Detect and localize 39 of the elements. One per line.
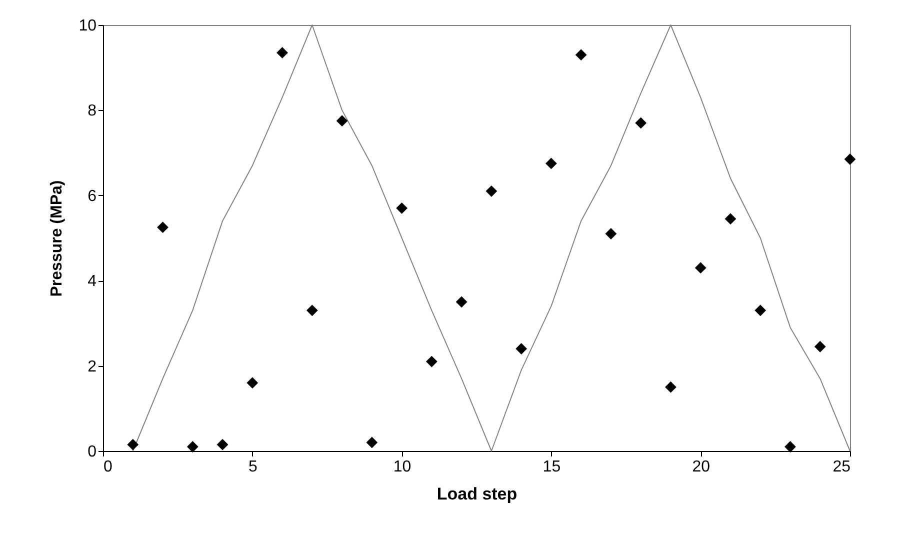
point (486, 185, 498, 197)
point (546, 158, 557, 170)
point (396, 202, 408, 214)
point (276, 46, 288, 58)
point (426, 356, 438, 368)
x-tick-label: 5 (248, 458, 258, 476)
point (844, 153, 856, 165)
point (336, 115, 348, 127)
point (366, 436, 378, 448)
point (216, 438, 228, 450)
point (306, 304, 318, 316)
point (724, 213, 736, 225)
y-tick-label: 0 (88, 444, 97, 460)
y-tick-label: 8 (88, 102, 97, 120)
point (754, 304, 766, 316)
point (456, 296, 468, 308)
x-tick-label: 20 (692, 458, 710, 476)
x-axis-title: Load step (436, 484, 518, 504)
point (635, 117, 647, 129)
x-tick-label: 0 (104, 458, 112, 476)
y-tick-label: 2 (88, 358, 97, 376)
point (516, 343, 528, 354)
point (694, 262, 706, 274)
y-axis-title: Pressure (MPa) (48, 180, 66, 297)
y-tick-label: 6 (88, 188, 97, 205)
point (605, 228, 617, 240)
x-tick-label: 25 (832, 458, 851, 476)
point (186, 441, 198, 452)
point (665, 381, 676, 393)
y-tick-label: 10 (78, 18, 97, 34)
point (575, 49, 587, 61)
x-tick-label: 10 (393, 458, 412, 476)
point (127, 438, 139, 450)
point (157, 222, 168, 234)
x-tick-label: 15 (542, 458, 561, 476)
point (814, 340, 826, 352)
point (246, 377, 258, 389)
y-tick-label: 4 (88, 273, 97, 290)
point (784, 441, 796, 452)
